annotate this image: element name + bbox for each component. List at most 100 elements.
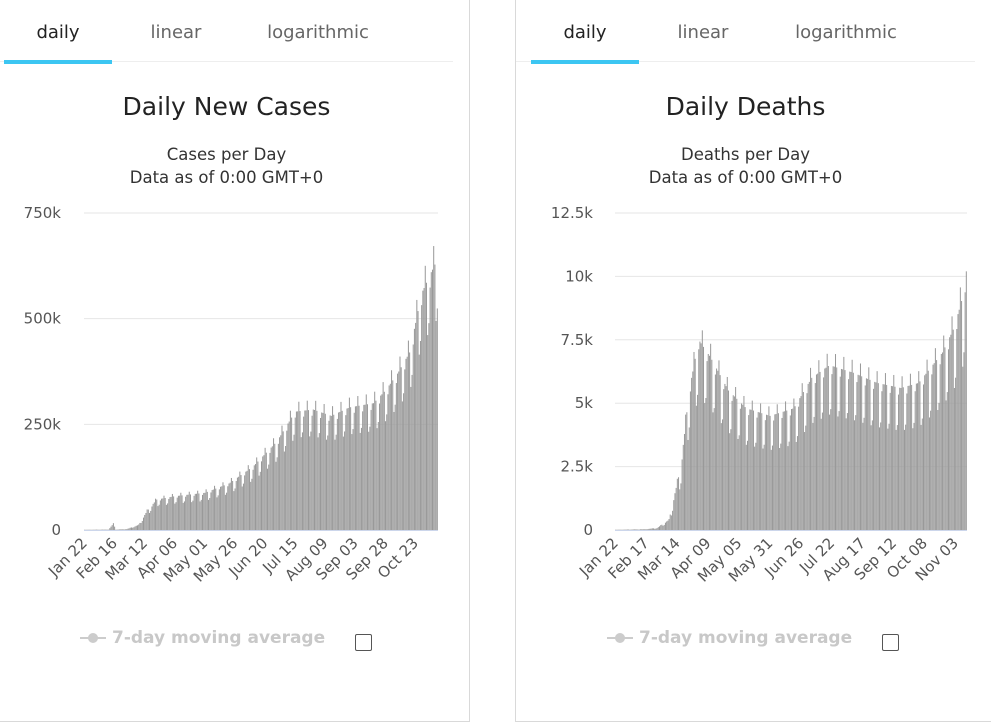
- bar: [306, 400, 308, 530]
- tab-logarithmic[interactable]: logarithmic: [778, 0, 914, 64]
- moving-average-checkbox[interactable]: [882, 633, 900, 651]
- tab-daily[interactable]: daily: [4, 0, 112, 64]
- bar: [917, 383, 919, 530]
- bar: [109, 528, 111, 530]
- bar: [270, 447, 272, 530]
- bar: [180, 492, 182, 530]
- tab-daily[interactable]: daily: [531, 0, 639, 64]
- bar: [761, 413, 763, 530]
- bar: [697, 394, 699, 530]
- bar: [435, 320, 437, 530]
- bar: [198, 493, 200, 530]
- bar: [145, 512, 147, 530]
- bar: [271, 446, 273, 530]
- legend-line-dot-icon: [607, 633, 633, 643]
- bar: [230, 477, 232, 530]
- bar: [241, 486, 243, 530]
- legend: 7-day moving average: [80, 624, 373, 652]
- tab-linear[interactable]: linear: [118, 0, 234, 64]
- bar: [202, 494, 204, 530]
- bar: [187, 494, 189, 530]
- bar: [366, 404, 368, 530]
- tab-logarithmic[interactable]: logarithmic: [250, 0, 386, 64]
- bar: [263, 455, 265, 530]
- tab-linear[interactable]: linear: [645, 0, 761, 64]
- bar: [915, 383, 917, 530]
- bar: [248, 469, 250, 530]
- bar: [673, 500, 675, 530]
- legend-item-moving-average[interactable]: 7-day moving average: [607, 628, 852, 648]
- chart-panel-cases: daily linear logarithmic Daily New Cases…: [0, 0, 470, 722]
- bar: [818, 360, 820, 530]
- bar: [431, 269, 434, 530]
- chart-title: Daily New Cases: [122, 92, 331, 121]
- bar: [945, 400, 947, 530]
- bar: [757, 412, 759, 530]
- bar: [672, 510, 674, 530]
- chart-subtitle: Cases per Day: [166, 145, 287, 164]
- bar: [718, 360, 720, 530]
- bar: [417, 311, 419, 530]
- bar: [930, 410, 932, 530]
- bar: [120, 529, 122, 530]
- bar: [385, 421, 387, 530]
- bar: [704, 403, 706, 530]
- bar: [886, 384, 888, 530]
- bar: [643, 529, 645, 530]
- bar: [835, 354, 837, 530]
- bar: [825, 367, 827, 530]
- bar: [386, 414, 388, 530]
- bar: [182, 502, 184, 530]
- bar: [253, 465, 255, 530]
- bar: [336, 418, 338, 530]
- bar: [401, 401, 403, 530]
- bar: [744, 407, 746, 530]
- bar: [173, 496, 175, 530]
- bar: [888, 423, 890, 530]
- bar: [827, 365, 829, 530]
- bar: [906, 393, 908, 530]
- bar: [642, 529, 644, 530]
- chart-title: Daily Deaths: [665, 92, 826, 121]
- bar: [193, 495, 195, 530]
- bar: [298, 401, 300, 530]
- bar: [354, 406, 356, 530]
- bar: [224, 494, 226, 530]
- bar: [852, 372, 854, 530]
- bar: [409, 352, 411, 530]
- bar: [864, 385, 866, 530]
- bar: [729, 433, 731, 530]
- bar: [692, 371, 694, 530]
- bar: [123, 529, 125, 530]
- bar: [247, 465, 249, 530]
- bar: [143, 517, 145, 530]
- bar: [222, 482, 224, 530]
- bar: [685, 414, 687, 530]
- tab-label: daily: [36, 22, 80, 43]
- bar: [188, 491, 190, 530]
- bar: [226, 492, 228, 530]
- bar: [236, 477, 238, 530]
- bar: [958, 309, 960, 530]
- bar: [808, 381, 810, 530]
- bar: [713, 408, 715, 530]
- bar: [726, 376, 728, 530]
- moving-average-checkbox[interactable]: [355, 633, 373, 651]
- bar: [413, 328, 415, 530]
- bar: [144, 514, 146, 530]
- tab-label: daily: [563, 22, 607, 43]
- bar: [398, 371, 400, 530]
- bar: [800, 396, 802, 530]
- bar: [951, 316, 953, 530]
- bar: [898, 394, 900, 530]
- bar: [151, 506, 153, 530]
- bar: [868, 367, 870, 530]
- y-tick-label: 0: [51, 521, 61, 539]
- bar: [923, 384, 925, 530]
- legend-item-moving-average[interactable]: 7-day moving average: [80, 628, 325, 648]
- bar: [947, 349, 949, 530]
- bar: [711, 359, 713, 530]
- bar: [780, 443, 782, 530]
